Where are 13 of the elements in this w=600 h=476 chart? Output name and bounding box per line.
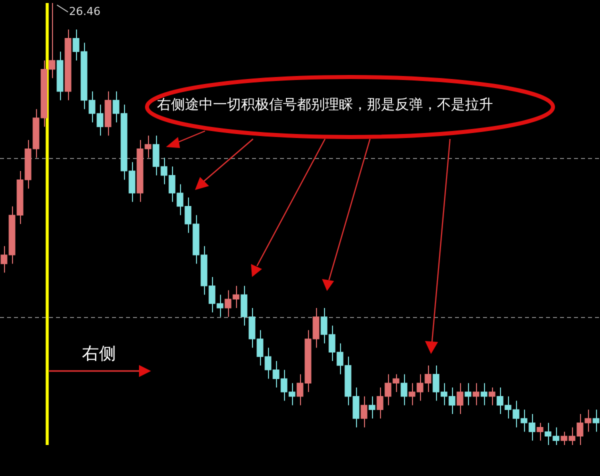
candlestick (488, 387, 496, 406)
candlestick (536, 422, 544, 442)
candlestick (360, 396, 368, 428)
candlestick (592, 409, 600, 432)
candlestick (464, 382, 472, 406)
annotation: 右侧 (82, 343, 116, 365)
candlestick (400, 374, 408, 406)
candlestick (456, 382, 464, 415)
candlestick (480, 382, 488, 406)
annotation: 26.46 (69, 4, 100, 18)
candlestick (472, 382, 480, 406)
annotation: 右侧途中一切积极信号都别理睬，那是反弹，不是拉升 (157, 96, 493, 114)
candlestick (368, 396, 376, 419)
